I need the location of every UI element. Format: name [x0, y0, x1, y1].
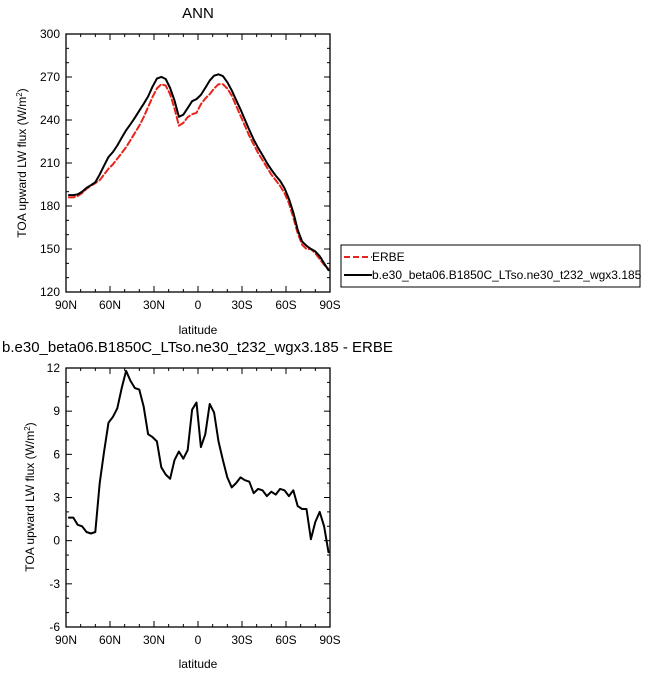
bottom-x-axis-label: latitude — [179, 657, 218, 671]
top-y-tick-label: 150 — [40, 242, 60, 256]
bottom-y-tick-label: -6 — [49, 620, 60, 634]
legend-label-erbe: ERBE — [372, 250, 405, 264]
bottom-y-tick-label: 6 — [53, 447, 60, 461]
bottom-x-tick-label: 60S — [275, 633, 296, 647]
top-x-tick-label: 0 — [195, 298, 202, 312]
bottom-y-tick-label: -3 — [49, 577, 60, 591]
bottom-x-tick-label: 30N — [143, 633, 165, 647]
top-x-tick-label: 60N — [99, 298, 121, 312]
top-x-tick-label: 90N — [55, 298, 77, 312]
top-y-axis-label-main: TOA upward LW flux (W/m — [15, 97, 29, 238]
legend-label-model: b.e30_beta06.B1850C_LTso.ne30_t232_wgx3.… — [372, 268, 642, 282]
bottom-y-tick-label: 3 — [53, 491, 60, 505]
top-y-tick-label: 180 — [40, 199, 60, 213]
top-x-axis-label: latitude — [179, 323, 218, 337]
bottom-x-tick-label: 90N — [55, 633, 77, 647]
top-chart-title: ANN — [182, 5, 214, 22]
bottom-y-axis-label-close: ) — [23, 422, 37, 426]
top-chart: ANN 90N 60N 30N 0 30S 60S 90S 120 150 180 210 240 27… — [15, 5, 642, 337]
bottom-y-tick-label: 0 — [53, 534, 60, 548]
top-y-tick-label: 270 — [40, 70, 60, 84]
top-series-line-0 — [67, 83, 330, 271]
bottom-plot-frame — [65, 367, 331, 628]
top-x-tick-label: 30S — [231, 298, 252, 312]
bottom-y-axis-label-sup: 2 — [23, 426, 32, 431]
top-y-tick-label: 300 — [40, 27, 60, 41]
top-y-axis-label-sup: 2 — [15, 92, 24, 97]
bottom-chart-title: b.e30_beta06.B1850C_LTso.ne30_t232_wgx3.… — [2, 339, 393, 356]
top-plot-frame — [65, 33, 331, 293]
bottom-x-tick-label: 60N — [99, 633, 121, 647]
legend-box — [340, 244, 641, 288]
bottom-y-axis-label: TOA upward LW flux (W/m2) — [23, 422, 37, 571]
bottom-x-tick-label: 30S — [231, 633, 252, 647]
top-chart-series — [67, 73, 330, 272]
top-series-line-1 — [67, 73, 330, 272]
top-chart-ticks: 90N 60N 30N 0 30S 60S 90S 120 150 180 210 240 270 300 — [40, 27, 341, 312]
top-y-tick-label: 120 — [40, 285, 60, 299]
top-y-tick-label: 210 — [40, 156, 60, 170]
top-x-tick-label: 60S — [275, 298, 296, 312]
top-x-tick-label: 90S — [319, 298, 340, 312]
bottom-chart: b.e30_beta06.B1850C_LTso.ne30_t232_wgx3.… — [2, 339, 393, 671]
bottom-y-tick-label: 9 — [53, 404, 60, 418]
bottom-y-tick-label: 12 — [47, 361, 61, 375]
bottom-y-axis-label-main: TOA upward LW flux (W/m — [23, 431, 37, 572]
legend: ERBE b.e30_beta06.B1850C_LTso.ne30_t232_… — [340, 244, 642, 288]
top-y-tick-label: 240 — [40, 113, 60, 127]
bottom-chart-series — [67, 369, 330, 554]
top-y-axis-label-close: ) — [15, 88, 29, 92]
bottom-x-tick-label: 90S — [319, 633, 340, 647]
bottom-series-line-0 — [67, 369, 330, 554]
top-x-tick-label: 30N — [143, 298, 165, 312]
bottom-x-tick-label: 0 — [195, 633, 202, 647]
top-y-axis-label: TOA upward LW flux (W/m2) — [15, 88, 29, 237]
